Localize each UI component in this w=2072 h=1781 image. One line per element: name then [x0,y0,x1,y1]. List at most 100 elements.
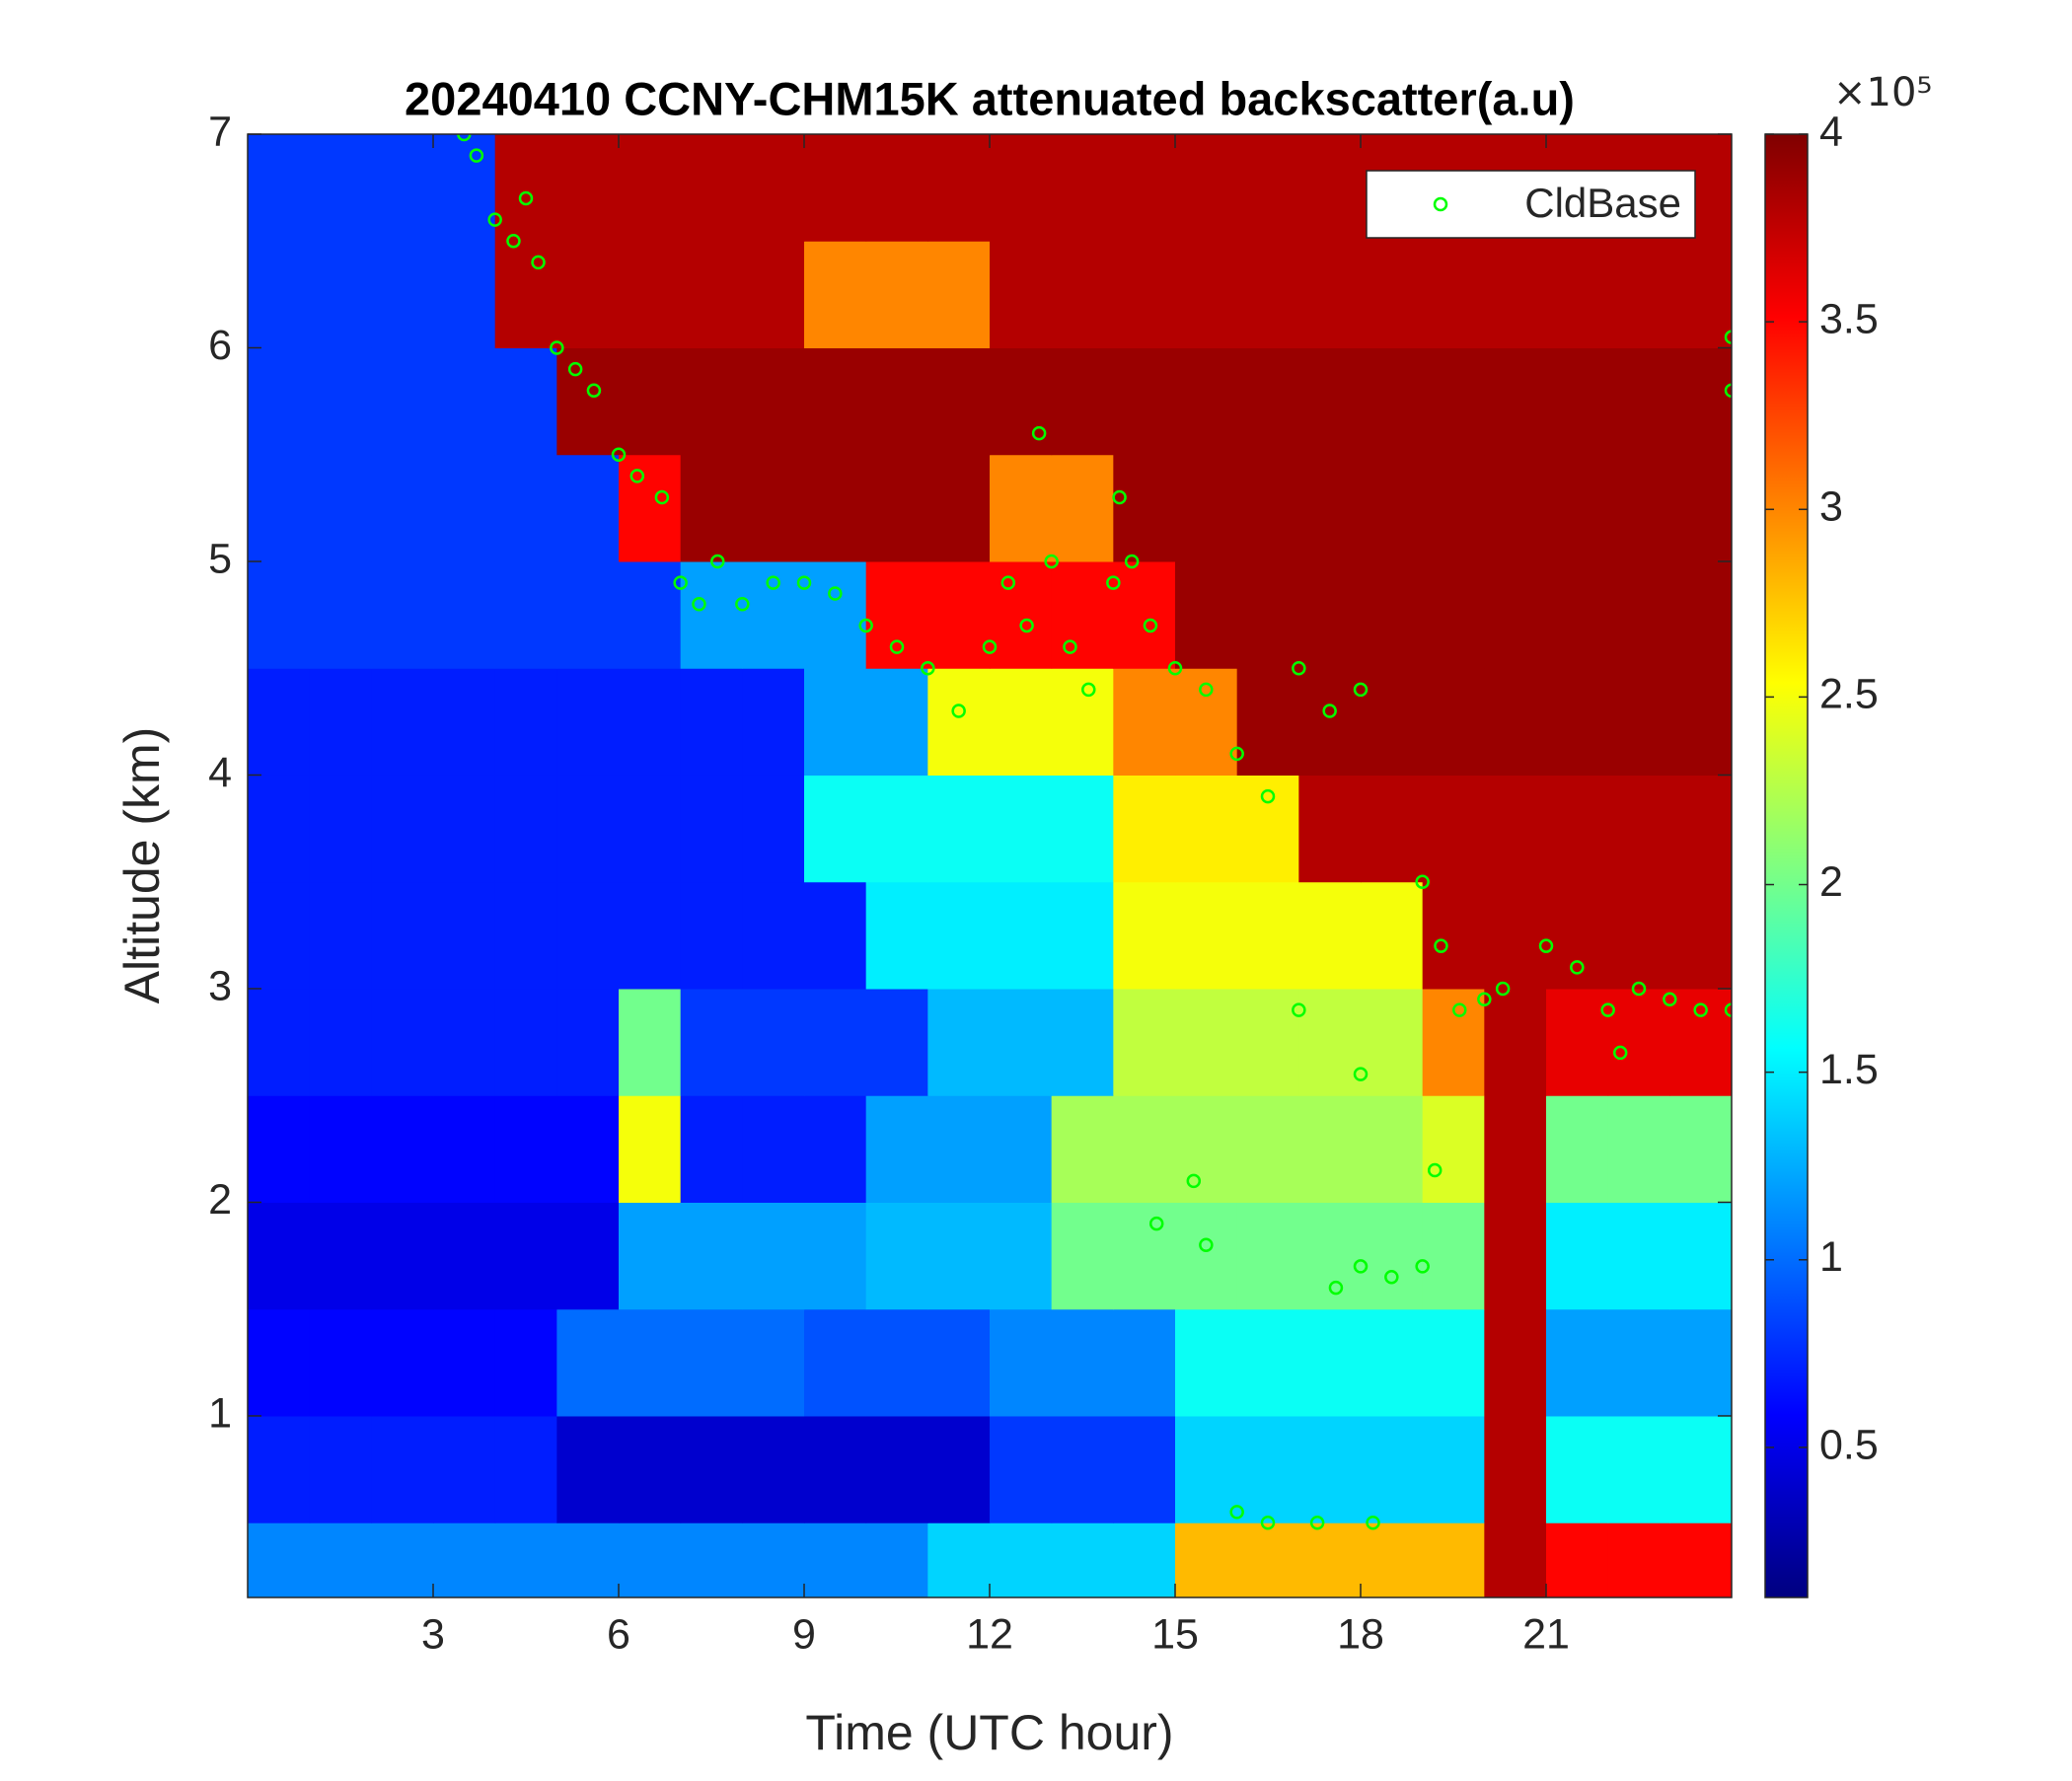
heatmap-cell [1669,241,1732,348]
heatmap-cell [371,134,434,242]
heatmap-cell [1236,1522,1299,1597]
cloud-base-point [1199,682,1214,698]
heatmap-cell [248,775,311,883]
heatmap-cell [1546,1415,1609,1523]
cloud-base-point [1600,1002,1615,1017]
heatmap-cell [927,881,991,990]
heatmap-cell [742,988,805,1096]
heatmap-cell [619,454,682,562]
heatmap-cell [1607,1522,1670,1597]
cloud-base-point [982,639,998,654]
heatmap-cell [1113,668,1176,776]
heatmap-cell [680,775,743,883]
heatmap-cell [742,560,805,669]
cloud-base-point [1631,981,1647,997]
heatmap-cell [865,775,928,883]
heatmap-cell [1422,1095,1485,1203]
heatmap-cell [990,241,1053,348]
cloud-base-point [531,255,546,270]
heatmap-cell [742,1095,805,1203]
heatmap-cell [494,1202,557,1310]
cloud-base-point [766,575,780,590]
colorbar-tick-label: 1.5 [1819,1046,1879,1093]
colorbar-tick-label: 4 [1819,108,1843,155]
heatmap-cell [371,881,434,990]
heatmap-cell [1113,347,1176,456]
heatmap-cell [1422,775,1485,883]
heatmap-cell [990,881,1053,990]
heatmap-cell [1113,775,1176,883]
heatmap-cell [1298,1308,1362,1417]
heatmap-cell [433,881,496,990]
cloud-base-point [1353,1067,1369,1081]
legend-marker [1433,196,1448,212]
cloud-base-point [1019,618,1034,633]
heatmap-cell [1607,1202,1670,1310]
heatmap-cell [742,881,805,990]
heatmap-cell [680,1308,743,1417]
heatmap-cell [990,1308,1053,1417]
cloud-base-point [586,383,602,399]
heatmap-cell [371,1415,434,1523]
cloud-base-point [828,586,843,601]
heatmap-cell [1051,134,1114,242]
cloud-base-point [1044,554,1059,569]
x-tick-label: 15 [1151,1610,1199,1658]
heatmap-cell [248,241,311,348]
heatmap-cell [494,454,557,562]
heatmap-cell [248,1522,311,1597]
cloud-base-point [1724,330,1732,344]
cloud-base-point [1384,1270,1399,1285]
heatmap-cell [556,454,620,562]
heatmap-cell [1546,668,1609,776]
heatmap-cell [433,775,496,883]
heatmap-cell [1546,1202,1609,1310]
cloud-base-point [1434,938,1448,953]
heatmap-cell [371,1202,434,1310]
heatmap-cell [1484,1202,1547,1310]
heatmap-cell [1113,1202,1176,1310]
heatmap-cell [1051,1308,1114,1417]
heatmap-cell [680,560,743,669]
heatmap-cell [865,1522,928,1597]
cloud-base-point [1366,1515,1380,1530]
heatmap-cell [309,668,372,776]
cloud-base-point [629,469,645,483]
heatmap-cell [804,775,867,883]
heatmap-cell [865,134,928,242]
heatmap-cell [742,1202,805,1310]
heatmap-cell [927,134,991,242]
heatmap-cell [1051,454,1114,562]
heatmap-cell [1607,454,1670,562]
heatmap-cell [1422,454,1485,562]
heatmap-cell [680,1095,743,1203]
heatmap-cell [494,775,557,883]
x-tick-label: 12 [966,1610,1013,1658]
heatmap-cell [556,1415,620,1523]
cloud-base-point [1427,1162,1443,1178]
y-tick-label: 3 [208,962,232,1009]
heatmap-cell [1175,1202,1238,1310]
cloud-base-point [567,361,583,377]
cloud-base-point [1229,746,1244,762]
colorbar-tick-label: 1 [1819,1233,1843,1281]
cloud-base-point [1663,992,1677,1007]
heatmap-cell [1607,560,1670,669]
heatmap-cell [1546,1095,1609,1203]
cloud-base-point [1148,1216,1164,1231]
heatmap-cell [494,668,557,776]
heatmap-cell [494,560,557,669]
heatmap-cell [1607,1308,1670,1417]
heatmap-cell [309,241,372,348]
colorbar-tick-label: 0.5 [1819,1421,1879,1468]
heatmap-cell [865,1095,928,1203]
heatmap-cell [619,988,682,1096]
heatmap-cell [1298,347,1362,456]
heatmap-cell [1607,668,1670,776]
heatmap-cell [804,1202,867,1310]
heatmap-cell [371,1308,434,1417]
heatmap-cell [1484,1095,1547,1203]
heatmap-cell [309,1522,372,1597]
heatmap-cell [1298,881,1362,990]
